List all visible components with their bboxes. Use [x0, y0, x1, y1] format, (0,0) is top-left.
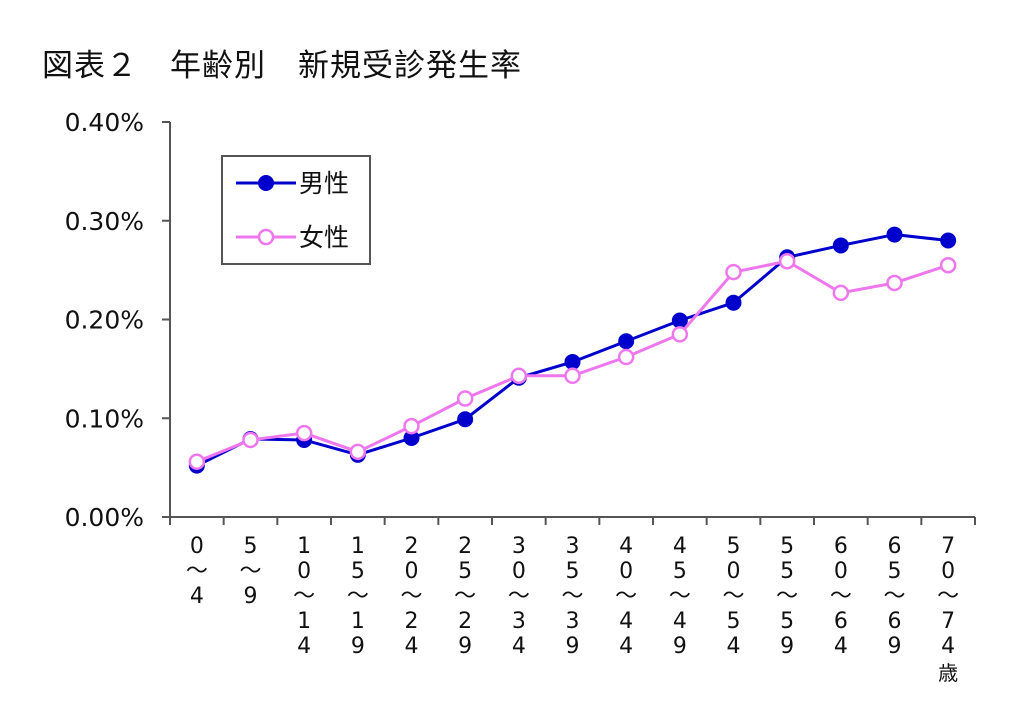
axes: 0.00% 0.10% 0.20% 0.30% 0.40% 0 〜 4 5 〜 9 1 0 〜 1 4 1 5 〜 1…: [65, 108, 976, 685]
legend-item: 男性: [236, 169, 349, 198]
data-point: [510, 367, 528, 385]
data-point: [671, 312, 688, 329]
x-tick-label: 3 5 〜 3 9: [561, 534, 583, 659]
x-tick-label: 6 0 〜 6 4: [830, 534, 852, 659]
y-tick-label: 0.30%: [65, 207, 144, 236]
data-point: [618, 333, 635, 350]
x-unit-label: 歳: [938, 661, 958, 685]
x-tick-label: 2 5 〜 2 9: [454, 534, 476, 659]
data-point: [403, 417, 420, 435]
legend-swatch-marker: [258, 175, 274, 191]
data-point: [242, 431, 259, 449]
series-2: [188, 252, 957, 470]
x-tick-label: 1 0 〜 1 4: [293, 534, 315, 659]
series-layer: [188, 226, 957, 474]
x-tick-label: 1 5 〜 1 9: [347, 534, 369, 659]
data-point: [188, 453, 206, 470]
legend-label: 男性: [299, 169, 349, 198]
data-point: [671, 326, 689, 343]
chart-title: 図表２ 年齢別 新規受診発生率: [42, 48, 522, 84]
data-point: [886, 226, 903, 243]
data-point: [886, 274, 903, 292]
data-point: [295, 424, 313, 442]
data-point: [725, 263, 742, 281]
data-point: [778, 252, 796, 270]
x-tick-label: 2 0 〜 2 4: [400, 534, 422, 659]
legend-label: 女性: [299, 223, 349, 252]
x-tick-label: 5 0 〜 5 4: [722, 534, 744, 659]
data-point: [564, 367, 581, 385]
data-point: [939, 256, 957, 274]
legend-item: 女性: [236, 223, 349, 252]
y-tick-label: 0.40%: [65, 108, 144, 137]
data-point: [940, 232, 957, 249]
y-tick-label: 0.10%: [65, 404, 144, 433]
data-point: [457, 411, 474, 428]
data-point: [349, 443, 367, 461]
x-tick-label: 0 〜 4: [186, 534, 208, 609]
x-tick-label: 4 5 〜 4 9: [669, 534, 691, 659]
data-point: [564, 353, 581, 370]
x-tick-label: 7 0 〜 7 4: [937, 534, 959, 659]
y-tick-label: 0.20%: [65, 306, 144, 335]
data-point: [617, 348, 635, 366]
data-point: [456, 390, 474, 407]
data-point: [832, 284, 850, 302]
data-point: [832, 237, 849, 254]
x-tick-label: 5 5 〜 5 9: [776, 534, 798, 659]
legend-box: [221, 155, 371, 265]
data-point: [725, 294, 742, 311]
x-tick-label: 6 5 〜 6 9: [883, 534, 905, 659]
x-tick-label: 3 0 〜 3 4: [508, 534, 530, 659]
x-tick-label: 4 0 〜 4 4: [615, 534, 637, 659]
x-tick-label: 5 〜 9: [239, 534, 261, 609]
legend-swatch-marker: [257, 228, 275, 246]
y-tick-label: 0.00%: [65, 503, 144, 532]
